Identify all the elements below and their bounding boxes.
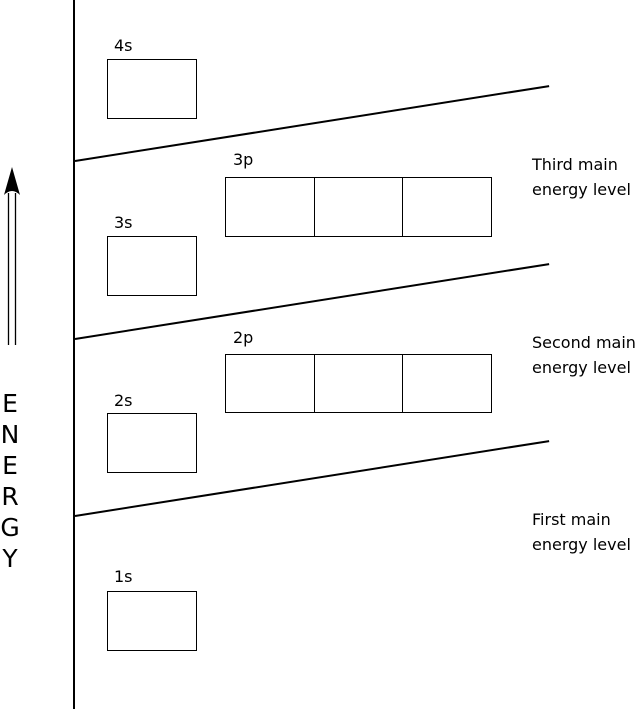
energy-letter: E	[2, 451, 18, 480]
orbital-label-3s: 3s	[114, 213, 133, 232]
orbital-box-3s	[107, 236, 197, 296]
orbital-box-2p-2	[314, 354, 403, 413]
level-label-third-line1: Third main	[532, 155, 618, 174]
orbital-box-2p-1	[225, 354, 315, 413]
orbital-label-2s: 2s	[114, 391, 133, 410]
energy-axis-line	[73, 0, 75, 709]
orbital-box-3p-3	[402, 177, 492, 237]
energy-axis-label: E N E R G Y	[0, 388, 20, 574]
orbital-box-2p-3	[402, 354, 492, 413]
orbital-label-3p: 3p	[233, 150, 254, 169]
level-label-second-line1: Second main	[532, 333, 636, 352]
orbital-label-2p: 2p	[233, 328, 254, 347]
level-label-first: First main energy level	[532, 507, 631, 557]
level-label-first-line2: energy level	[532, 535, 631, 554]
level-label-second: Second main energy level	[532, 330, 636, 380]
energy-letter: E	[2, 389, 18, 418]
energy-letter: Y	[2, 544, 18, 573]
orbital-box-1s	[107, 591, 197, 651]
orbital-box-4s	[107, 59, 197, 119]
energy-letter: R	[1, 482, 19, 511]
orbital-box-2s	[107, 413, 197, 473]
energy-letter: N	[0, 420, 20, 449]
orbital-box-3p-2	[314, 177, 403, 237]
level-label-third-line2: energy level	[532, 180, 631, 199]
up-arrow-icon	[4, 167, 20, 345]
energy-letter: G	[0, 513, 20, 542]
level-label-second-line2: energy level	[532, 358, 631, 377]
orbital-label-1s: 1s	[114, 567, 133, 586]
orbital-label-4s: 4s	[114, 36, 133, 55]
orbital-box-3p-1	[225, 177, 315, 237]
level-label-third: Third main energy level	[532, 152, 631, 202]
level-label-first-line1: First main	[532, 510, 611, 529]
